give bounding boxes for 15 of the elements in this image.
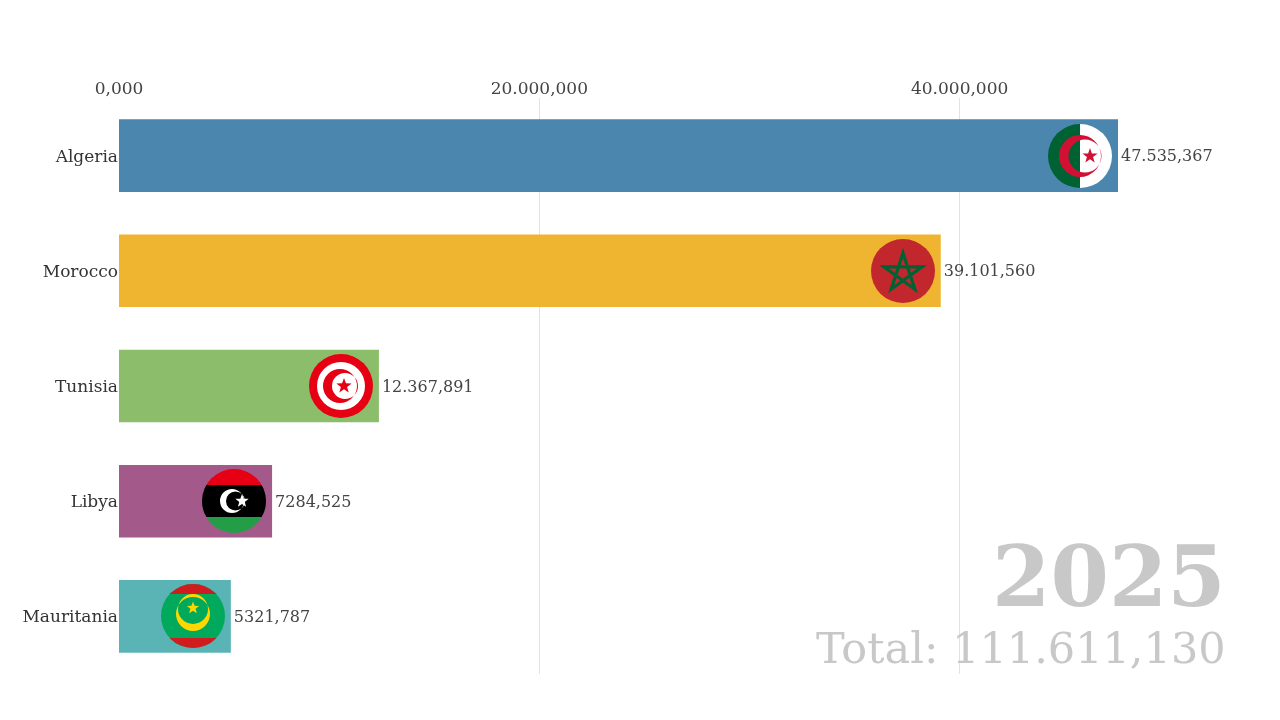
x-tick-label: 0,000 xyxy=(94,77,144,98)
data-label: 47.535,367 xyxy=(1121,146,1213,166)
y-tick-label: Mauritania xyxy=(22,606,118,627)
bar xyxy=(119,234,941,308)
x-tick-label: 20.000,000 xyxy=(490,77,588,98)
data-label: 12.367,891 xyxy=(381,376,474,396)
y-tick-label: Tunisia xyxy=(55,375,118,396)
x-tick-label: 40.000,000 xyxy=(910,77,1009,98)
y-tick-label: Algeria xyxy=(54,145,118,166)
y-tick-label: Libya xyxy=(70,491,118,512)
bar xyxy=(119,119,1118,192)
data-label: 39.101,560 xyxy=(943,261,1036,281)
y-tick-label: Morocco xyxy=(42,260,118,281)
data-label: 7284,525 xyxy=(275,491,352,511)
data-label: 5321,787 xyxy=(233,606,311,626)
